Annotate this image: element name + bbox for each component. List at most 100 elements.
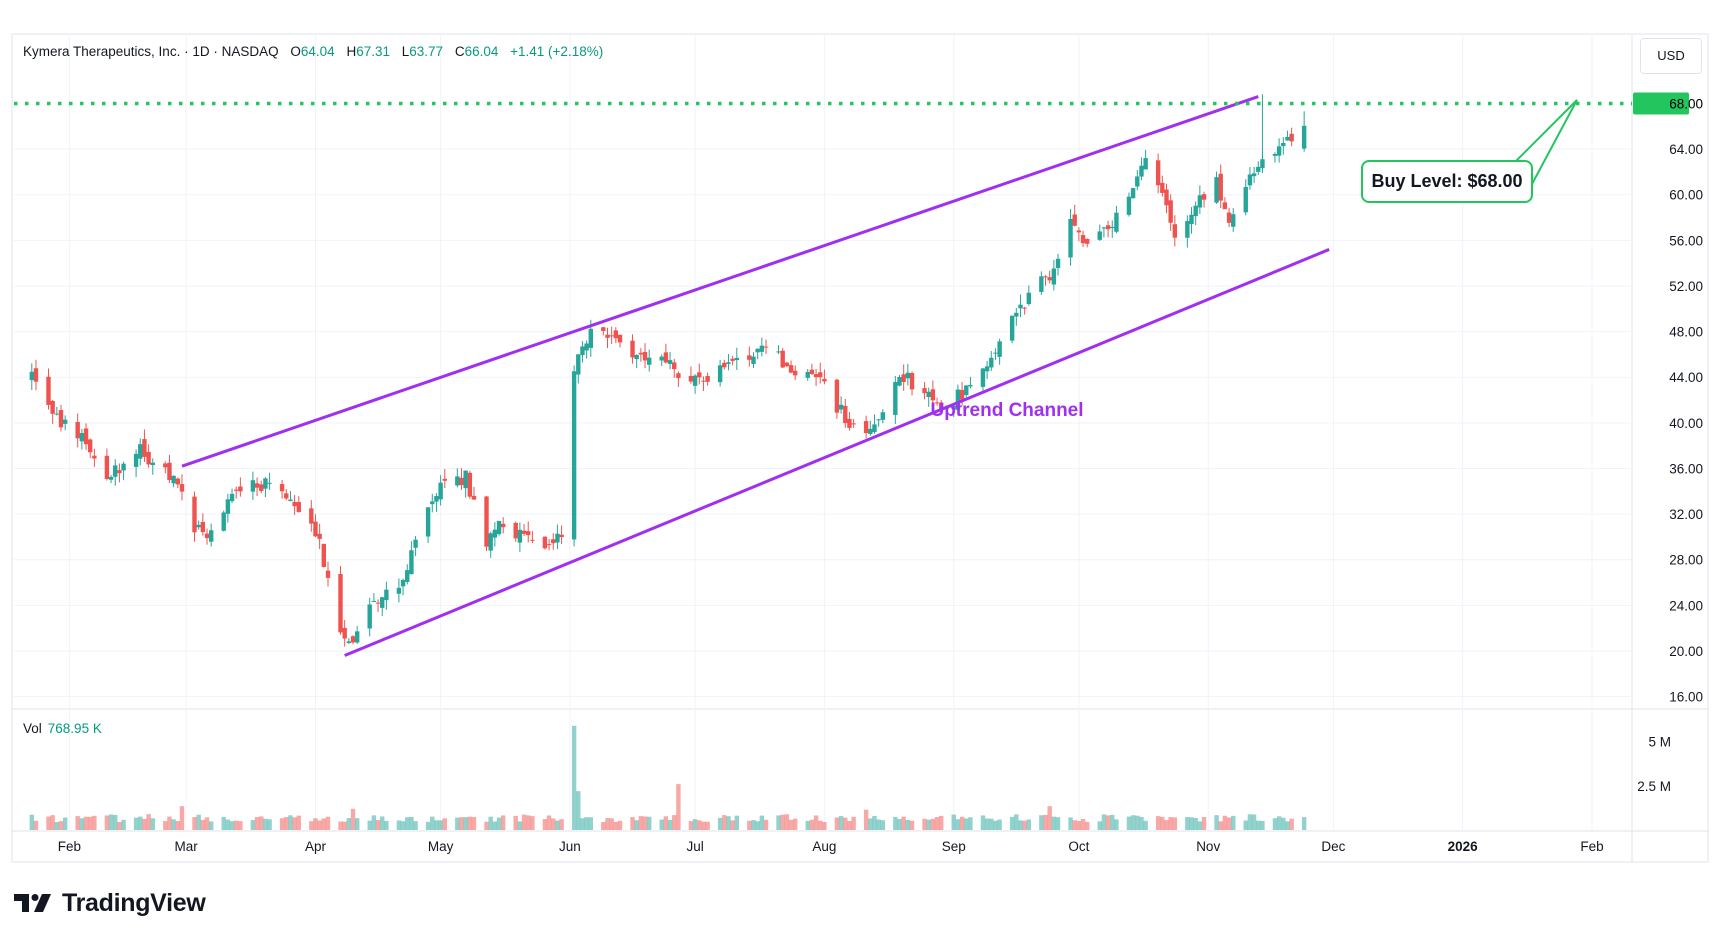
date-tick-label: Aug xyxy=(812,839,836,854)
candle-body xyxy=(951,405,956,410)
candle-body xyxy=(959,389,965,400)
date-tick-label: Feb xyxy=(1580,839,1603,854)
candle-body xyxy=(1193,205,1198,217)
candle-body xyxy=(354,631,360,643)
volume-bar xyxy=(267,819,272,830)
candle-body xyxy=(751,356,756,364)
volume-bar xyxy=(980,815,986,830)
candle-body xyxy=(1160,182,1165,193)
volume-bar xyxy=(901,816,906,830)
chart-frame xyxy=(11,33,1709,863)
volume-bar xyxy=(1080,818,1086,830)
volume-bar xyxy=(930,818,936,830)
candle-body xyxy=(471,495,477,500)
volume-bar xyxy=(371,815,377,830)
candle-body xyxy=(1080,235,1086,244)
volume-bar xyxy=(92,815,97,830)
candle-body xyxy=(1143,158,1148,170)
volume-bar xyxy=(455,817,460,830)
candle-body xyxy=(930,389,936,401)
price-tick-label: 32.00 xyxy=(1669,507,1703,522)
volume-bar xyxy=(175,821,181,830)
candle-body xyxy=(425,507,431,537)
candle-body xyxy=(367,604,372,629)
volume-bar xyxy=(1072,820,1077,830)
volume-bar xyxy=(726,816,731,830)
candle-body xyxy=(788,365,794,373)
candle-body xyxy=(847,418,852,428)
candle-body xyxy=(901,374,906,382)
candle-body xyxy=(1285,136,1290,141)
volume-bar xyxy=(1185,817,1190,830)
candle-body xyxy=(1130,188,1136,199)
volume-bar xyxy=(642,816,648,830)
open-value: 64.04 xyxy=(300,44,335,59)
volume-bar xyxy=(492,821,498,830)
candle-body xyxy=(138,444,143,459)
candle-body xyxy=(1243,187,1248,213)
candle-body xyxy=(296,501,301,512)
volume-bar xyxy=(1110,814,1115,830)
volume-bar xyxy=(313,818,318,830)
candle-body xyxy=(317,533,322,539)
date-tick-label: Feb xyxy=(58,839,81,854)
date-tick-label: Nov xyxy=(1196,839,1220,854)
candle-body xyxy=(33,368,39,382)
volume-bar xyxy=(755,821,760,830)
channel-lower-line xyxy=(344,248,1330,657)
volume-bar xyxy=(79,818,85,830)
candle-body xyxy=(58,410,64,428)
tradingview-logo[interactable]: TradingView xyxy=(14,888,206,918)
volume-bar xyxy=(1251,814,1257,830)
volume-bar xyxy=(863,809,869,830)
volume-bar xyxy=(500,815,506,830)
volume-bar xyxy=(630,817,635,830)
volume-bar xyxy=(1043,814,1048,830)
candle-body xyxy=(717,365,723,383)
buy-price-tag xyxy=(1633,92,1689,115)
volume-bar xyxy=(163,821,168,830)
volume-bar xyxy=(113,815,118,830)
candle-body xyxy=(609,335,614,337)
candle-body xyxy=(234,489,239,491)
volume-bar xyxy=(259,816,264,830)
volume-bar xyxy=(409,816,414,830)
volume-bar xyxy=(29,814,34,830)
price-tick-label: 48.00 xyxy=(1669,325,1703,340)
volume-bar xyxy=(488,816,493,830)
volume-bar xyxy=(121,819,126,830)
volume-bar xyxy=(818,820,823,830)
candle-body xyxy=(1139,165,1144,177)
volume-bar xyxy=(350,808,356,830)
volume-bar xyxy=(784,814,790,830)
candle-body xyxy=(371,600,377,602)
volume-bar xyxy=(1047,806,1052,830)
candle-body xyxy=(413,539,418,548)
volume-bar xyxy=(1281,817,1286,830)
volume-bar xyxy=(229,821,235,830)
currency-button[interactable]: USD xyxy=(1640,38,1702,74)
candle-body xyxy=(163,463,168,468)
volume-bar xyxy=(634,820,639,830)
candle-body xyxy=(793,370,798,376)
candle-body xyxy=(692,375,698,386)
volume-bar xyxy=(54,822,60,830)
volume-bar xyxy=(1018,820,1023,830)
candle-body xyxy=(1126,196,1132,215)
candle-body xyxy=(104,455,110,479)
volume-bar xyxy=(250,820,256,830)
volume-bar xyxy=(317,820,322,830)
candle-body xyxy=(488,533,493,551)
candle-body xyxy=(905,372,911,379)
volume-bar xyxy=(438,820,443,830)
candle-body xyxy=(559,534,564,538)
volume-bar xyxy=(1160,816,1165,830)
channel-upper-line xyxy=(181,95,1259,468)
candle-body xyxy=(697,372,702,378)
candle-body xyxy=(1301,125,1307,149)
candle-body xyxy=(755,348,760,353)
volume-bar xyxy=(1276,816,1282,830)
volume-bar xyxy=(880,820,886,830)
candle-body xyxy=(1135,176,1140,187)
